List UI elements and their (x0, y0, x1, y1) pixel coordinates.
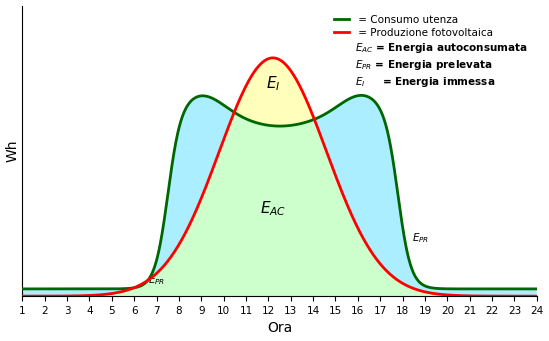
Y-axis label: Wh: Wh (5, 139, 20, 162)
Text: $E_I$: $E_I$ (266, 75, 280, 93)
Text: $E_{PR}$: $E_{PR}$ (412, 231, 429, 245)
X-axis label: Ora: Ora (267, 322, 292, 336)
Text: $E_{PR}$: $E_{PR}$ (148, 273, 165, 287)
Text: $E_{AC}$: $E_{AC}$ (260, 199, 286, 218)
Legend:  = Consumo utenza,  = Produzione fotovoltaica, $E_{AC}$ = Energia autoconsumata,: = Consumo utenza, = Produzione fotovolta… (330, 11, 531, 93)
